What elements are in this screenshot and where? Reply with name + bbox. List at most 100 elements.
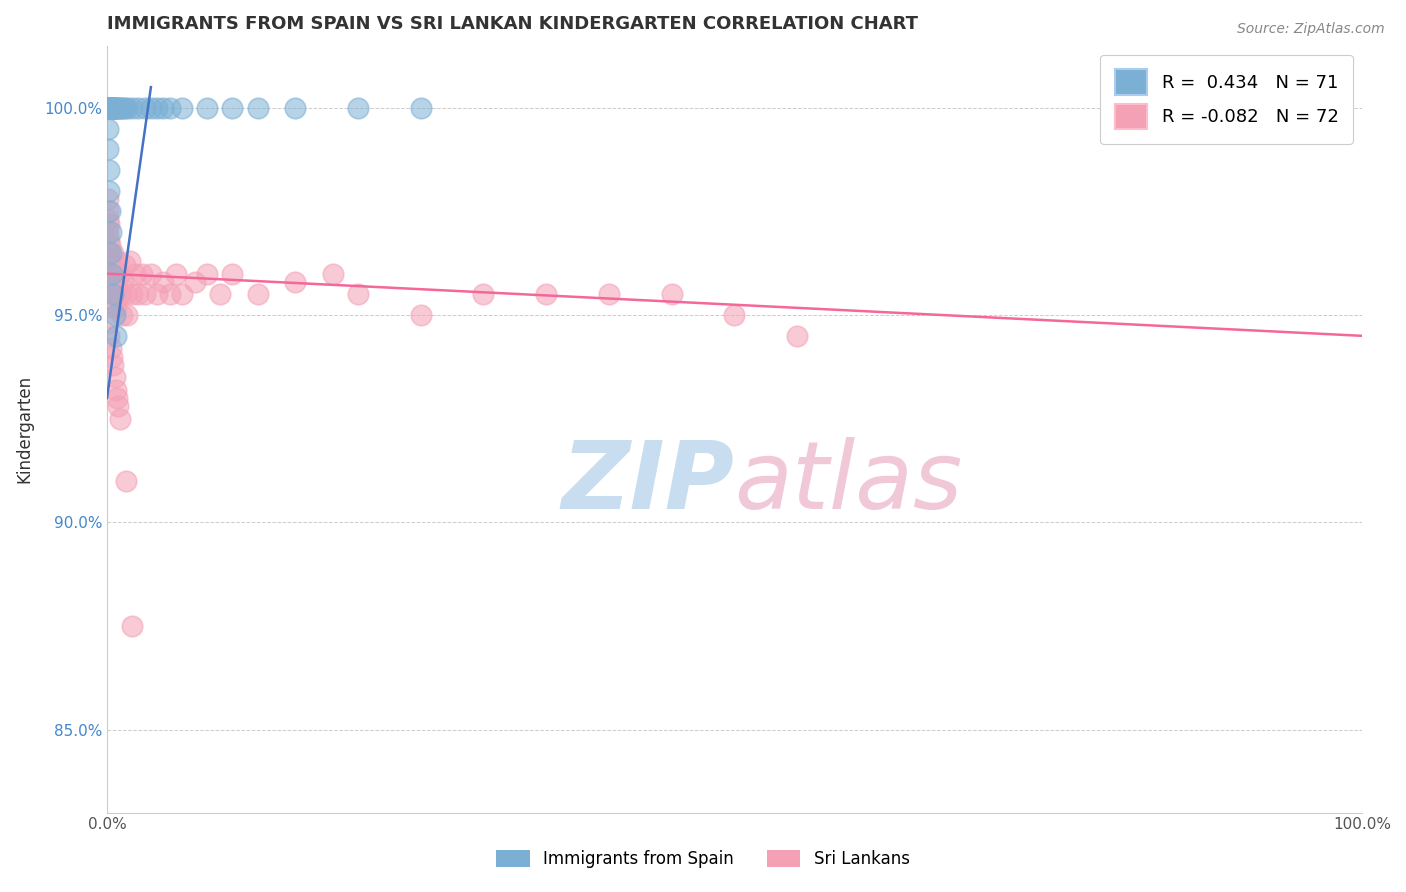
Point [97, 101, 120, 115]
Text: ZIP: ZIP [561, 437, 734, 529]
Point [322, 267, 344, 281]
Point [100, 101, 122, 115]
Point [100, 101, 122, 115]
Point [100, 246, 122, 260]
Legend: Immigrants from Spain, Sri Lankans: Immigrants from Spain, Sri Lankans [489, 843, 917, 875]
Point [105, 101, 128, 115]
Point [100, 225, 122, 239]
Point [101, 287, 124, 301]
Point [101, 258, 124, 272]
Point [115, 101, 138, 115]
Point [101, 101, 124, 115]
Point [100, 341, 122, 355]
Point [108, 267, 131, 281]
Point [97, 225, 120, 239]
Point [98, 217, 121, 231]
Point [104, 101, 127, 115]
Point [97, 192, 120, 206]
Point [105, 275, 128, 289]
Point [98, 101, 121, 115]
Point [110, 101, 132, 115]
Point [101, 101, 124, 115]
Point [97, 212, 120, 227]
Point [172, 101, 194, 115]
Point [103, 370, 125, 384]
Point [98, 237, 121, 252]
Point [97, 142, 120, 156]
Point [208, 287, 231, 301]
Text: Source: ZipAtlas.com: Source: ZipAtlas.com [1237, 22, 1385, 37]
Legend: R =  0.434   N = 71, R = -0.082   N = 72: R = 0.434 N = 71, R = -0.082 N = 72 [1101, 54, 1353, 144]
Point [165, 267, 187, 281]
Point [152, 101, 174, 115]
Point [127, 101, 149, 115]
Point [98, 254, 121, 268]
Point [100, 101, 122, 115]
Point [98, 101, 121, 115]
Point [100, 275, 122, 289]
Point [139, 101, 162, 115]
Point [100, 101, 122, 115]
Point [100, 287, 122, 301]
Point [98, 101, 121, 115]
Point [100, 267, 122, 281]
Point [112, 275, 135, 289]
Point [146, 101, 169, 115]
Point [97, 121, 120, 136]
Point [104, 300, 127, 314]
Point [97, 101, 120, 115]
Point [723, 308, 745, 322]
Point [409, 101, 432, 115]
Point [104, 267, 127, 281]
Point [661, 287, 683, 301]
Point [98, 101, 121, 115]
Point [195, 267, 218, 281]
Point [98, 101, 121, 115]
Point [146, 287, 169, 301]
Point [103, 101, 125, 115]
Point [97, 101, 120, 115]
Point [97, 101, 120, 115]
Point [108, 101, 131, 115]
Point [107, 399, 129, 413]
Text: atlas: atlas [734, 437, 963, 528]
Point [121, 619, 143, 633]
Point [107, 101, 129, 115]
Point [107, 287, 129, 301]
Point [98, 328, 121, 343]
Point [98, 101, 121, 115]
Point [105, 254, 128, 268]
Point [101, 101, 124, 115]
Point [127, 287, 149, 301]
Point [110, 287, 132, 301]
Point [409, 308, 432, 322]
Point [114, 474, 136, 488]
Point [98, 101, 121, 115]
Point [103, 287, 125, 301]
Point [97, 101, 120, 115]
Point [97, 101, 120, 115]
Text: IMMIGRANTS FROM SPAIN VS SRI LANKAN KINDERGARTEN CORRELATION CHART: IMMIGRANTS FROM SPAIN VS SRI LANKAN KIND… [107, 15, 918, 33]
Point [115, 308, 138, 322]
Point [184, 275, 207, 289]
Point [172, 287, 194, 301]
Point [104, 101, 127, 115]
Point [111, 101, 134, 115]
Point [786, 328, 808, 343]
Point [98, 101, 121, 115]
Point [104, 383, 127, 397]
Point [97, 101, 120, 115]
Point [124, 267, 146, 281]
Point [98, 246, 121, 260]
Point [98, 184, 121, 198]
Point [131, 267, 153, 281]
Point [114, 287, 136, 301]
Point [111, 308, 134, 322]
Point [159, 101, 181, 115]
Point [101, 101, 124, 115]
Point [284, 101, 307, 115]
Point [152, 275, 174, 289]
Point [103, 101, 125, 115]
Point [347, 101, 370, 115]
Point [105, 391, 128, 405]
